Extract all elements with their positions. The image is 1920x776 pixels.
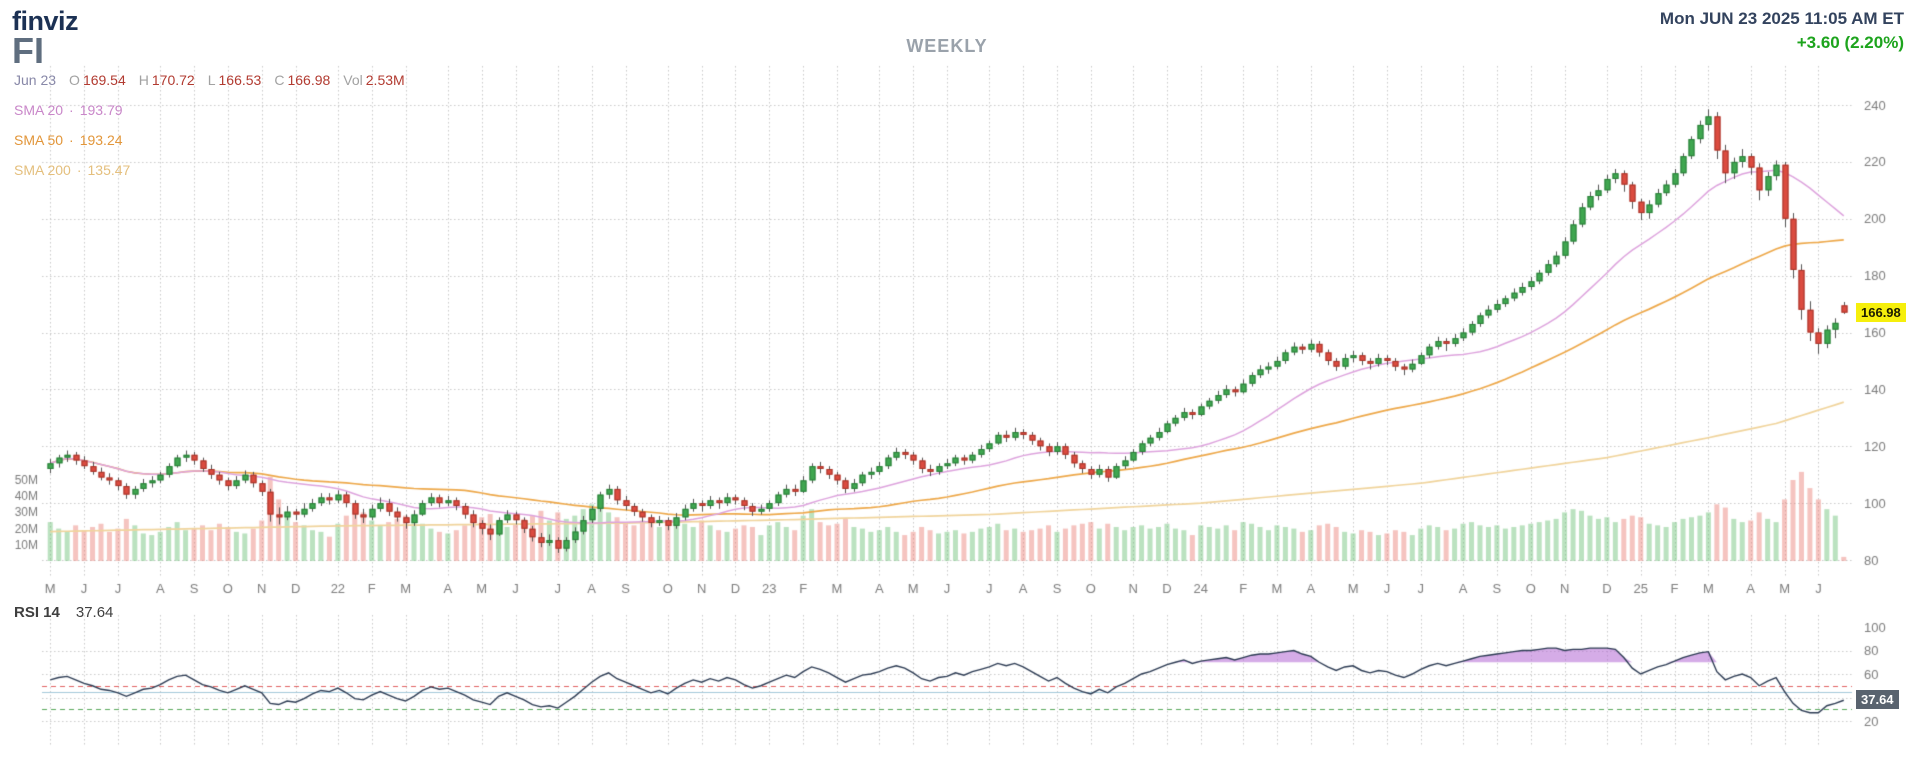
quote-open-value: 169.54 [82, 72, 126, 88]
quote-open: O 169.54 [69, 72, 126, 88]
quote-low-value: 166.53 [218, 72, 262, 88]
finviz-logo[interactable]: finviz [12, 6, 79, 36]
ticker-symbol: FI [12, 30, 44, 71]
sma50-legend: SMA 50 · 193.24 [14, 132, 123, 148]
ohlc-quote-row: Jun 23 O 169.54 H 170.72 L 166.53 C 166.98 V… [14, 72, 405, 88]
sma200-legend: SMA 200 · 135.47 [14, 162, 130, 178]
rsi-current-value: 37.64 [75, 604, 114, 621]
sma50-label: SMA 50 [14, 132, 64, 148]
quote-close: C 166.98 [274, 72, 330, 88]
rsi-legend: RSI 14 37.64 [14, 604, 113, 621]
quote-high-value: 170.72 [151, 72, 195, 88]
sma50-separator: · [69, 132, 74, 148]
rsi-label: RSI 14 [14, 604, 60, 621]
quote-volume-label: Vol [343, 72, 363, 88]
sma20-value: 193.79 [79, 102, 123, 118]
sma20-label: SMA 20 [14, 102, 64, 118]
quote-volume: Vol 2.53M [343, 72, 404, 88]
sma20-legend: SMA 20 · 193.79 [14, 102, 123, 118]
sma200-separator: · [76, 162, 82, 178]
quote-close-label: C [274, 72, 285, 88]
timeframe-label: WEEKLY [906, 36, 988, 56]
quote-low-label: L [207, 72, 216, 88]
sma200-value: 135.47 [87, 162, 131, 178]
quote-date: Jun 23 [14, 72, 57, 88]
sma50-value: 193.24 [79, 132, 123, 148]
quote-high-label: H [138, 72, 149, 88]
chart-timestamp: Mon JUN 23 2025 11:05 AM ET [1659, 9, 1904, 28]
sma20-separator: · [69, 102, 74, 118]
price-change-badge: +3.60 (2.20%) [1796, 33, 1904, 52]
quote-low: L 166.53 [208, 72, 262, 88]
quote-volume-value: 2.53M [365, 72, 405, 88]
quote-high: H 170.72 [139, 72, 195, 88]
sma200-label: SMA 200 [14, 162, 71, 178]
rsi-value-badge: 37.64 [1856, 690, 1899, 710]
quote-open-label: O [69, 72, 80, 88]
last-price-badge: 166.98 [1856, 302, 1906, 322]
quote-close-value: 166.98 [287, 72, 331, 88]
